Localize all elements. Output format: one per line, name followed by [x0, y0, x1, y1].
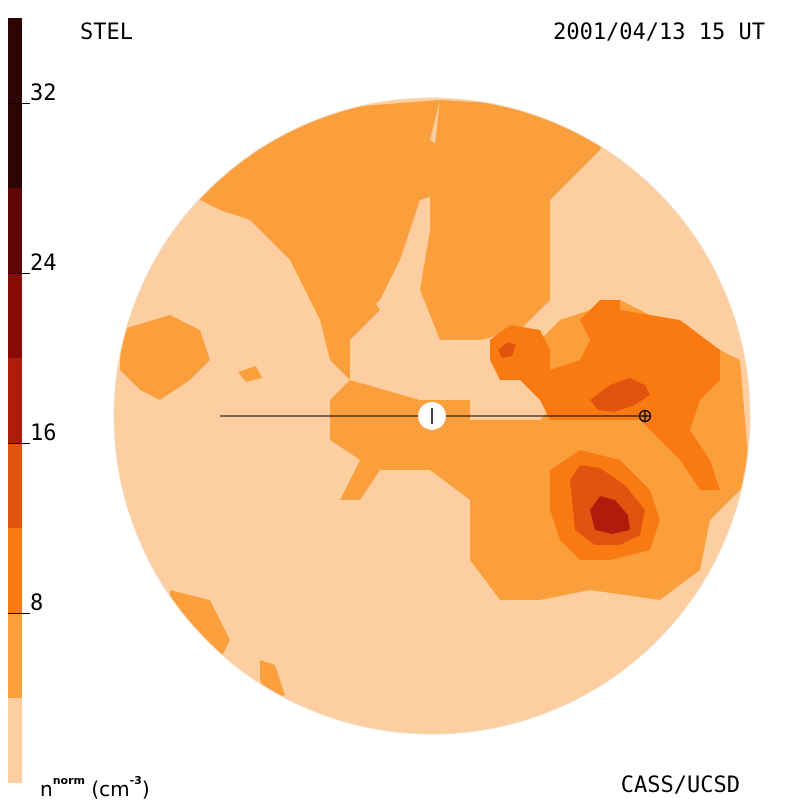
colorbar-segment: [8, 698, 22, 783]
units-label: nnorm (cm-3): [40, 774, 150, 801]
colorbar-tick-mark: [8, 443, 30, 444]
contour-level-2-west: [120, 315, 210, 400]
colorbar-segment: [8, 273, 22, 358]
colorbar-segment: [8, 528, 22, 613]
colorbar-segment: [8, 613, 22, 698]
colorbar-segment: [8, 103, 22, 188]
contour-level-4-east: [590, 378, 650, 412]
contour-level-5-south: [590, 496, 630, 534]
earth-icon: [638, 409, 652, 423]
contour-level-2-top: [180, 100, 460, 330]
colorbar-tick-label: 32: [30, 81, 57, 106]
colorbar-segment: [8, 358, 22, 443]
contour-level-4-nw: [498, 342, 516, 358]
colorbar-tick-mark: [8, 273, 30, 274]
colorbar-segment: [8, 188, 22, 273]
colorbar-tick-label: 24: [30, 251, 57, 276]
instrument-label: STEL: [80, 20, 133, 45]
colorbar-segment: [8, 18, 22, 103]
disk-outline: [113, 97, 751, 735]
colorbar: [8, 18, 22, 783]
contour-level-2-blip: [238, 366, 262, 382]
contour-level-2-ridge: [420, 100, 620, 340]
colorbar-tick-mark: [8, 103, 30, 104]
colorbar-tick-mark: [8, 613, 30, 614]
timestamp-label: 2001/04/13 15 UT: [553, 20, 765, 45]
colorbar-segment: [8, 443, 22, 528]
credit-label: CASS/UCSD: [620, 773, 740, 798]
colorbar-tick-label: 16: [30, 421, 57, 446]
colorbar-tick-label: 8: [30, 591, 44, 616]
